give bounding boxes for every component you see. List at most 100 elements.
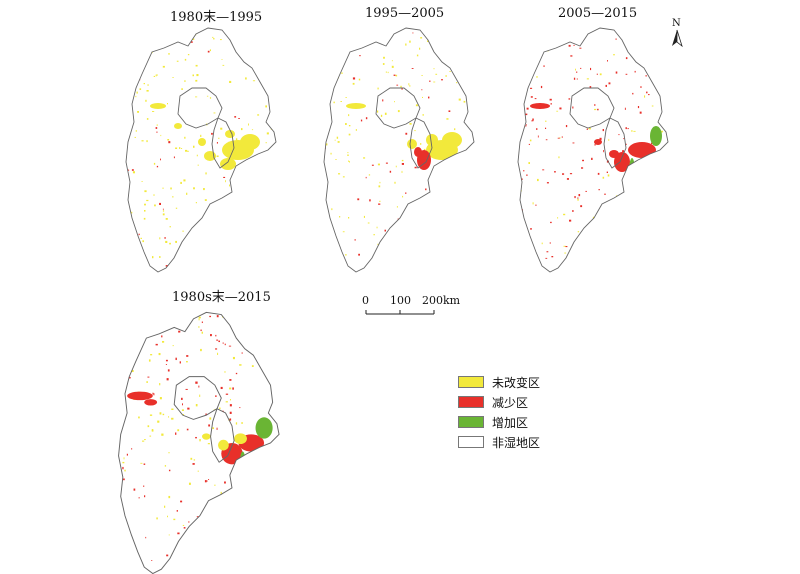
wetland-speckle — [185, 149, 188, 152]
wetland-speckle — [595, 234, 598, 237]
wetland-speckle — [373, 234, 375, 236]
wetland-speckle — [218, 340, 220, 343]
wetland-speckle — [352, 82, 355, 85]
wetland-speckle — [239, 213, 241, 216]
wetland-speckle — [333, 56, 336, 58]
wetland-speckle — [162, 413, 165, 416]
wetland-speckle — [625, 73, 628, 75]
wetland-speckle — [640, 251, 643, 253]
wetland-speckle — [558, 156, 560, 159]
wetland-speckle — [377, 163, 380, 166]
wetland-speckle — [654, 51, 657, 54]
wetland-speckle — [456, 52, 458, 55]
wetland-speckle — [239, 407, 241, 409]
wetland-speckle — [210, 506, 212, 508]
wetland-speckle — [168, 469, 171, 472]
wetland-speckle — [518, 53, 521, 55]
wetland-speckle — [231, 39, 234, 41]
wetland-speckle — [650, 217, 653, 219]
wetland-speckle — [128, 46, 131, 48]
wetland-speckle — [271, 232, 274, 234]
wetland-speckle — [471, 228, 472, 231]
wetland-speckle — [249, 549, 252, 552]
wetland-speckle — [524, 49, 527, 51]
wetland-speckle — [561, 136, 563, 138]
wetland-speckle — [580, 205, 583, 208]
wetland-speckle — [153, 162, 156, 165]
wetland-speckle — [584, 246, 586, 248]
wetland-speckle — [528, 143, 530, 145]
wetland-speckle — [195, 96, 198, 98]
wetland-speckle — [530, 228, 532, 230]
wetland-speckle — [408, 83, 410, 86]
wetland-speckle — [216, 427, 218, 430]
wetland-speckle — [606, 171, 608, 173]
wetland-speckle — [134, 136, 136, 138]
wetland-speckle — [656, 228, 658, 230]
wetland-speckle — [215, 528, 217, 531]
wetland-speckle — [589, 268, 592, 271]
wetland-patch — [144, 399, 158, 406]
wetland-speckle — [563, 37, 566, 39]
wetland-speckle — [251, 129, 254, 131]
wetland-speckle — [525, 235, 527, 237]
wetland-speckle — [527, 243, 530, 245]
legend-item-unchanged: 未改变区 — [458, 372, 540, 392]
wetland-speckle — [420, 197, 422, 200]
wetland-speckle — [258, 71, 260, 73]
wetland-speckle — [416, 54, 419, 57]
wetland-speckle — [201, 321, 203, 324]
wetland-speckle — [577, 231, 580, 233]
wetland-speckle — [167, 369, 170, 372]
wetland-speckle — [234, 116, 237, 118]
wetland-speckle — [229, 80, 232, 83]
wetland-speckle — [461, 168, 463, 170]
wetland-speckle — [579, 47, 582, 49]
wetland-speckle — [156, 517, 158, 520]
wetland-speckle — [348, 133, 351, 136]
wetland-speckle — [559, 107, 562, 110]
wetland-speckle — [166, 378, 169, 381]
wetland-speckle — [238, 118, 240, 119]
wetland-speckle — [521, 215, 523, 218]
wetland-speckle — [212, 427, 215, 430]
wetland-speckle — [434, 178, 436, 180]
wetland-speckle — [181, 409, 184, 411]
wetland-speckle — [638, 262, 640, 265]
wetland-speckle — [229, 379, 232, 381]
wetland-patch — [202, 433, 211, 440]
wetland-speckle — [651, 105, 654, 107]
wetland-speckle — [341, 72, 343, 74]
wetland-speckle — [138, 496, 140, 499]
wetland-speckle — [133, 229, 135, 231]
wetland-speckle — [128, 376, 131, 379]
wetland-speckle — [619, 247, 621, 250]
wetland-speckle — [183, 179, 186, 182]
wetland-speckle — [176, 60, 179, 62]
wetland-speckle — [213, 112, 216, 114]
wetland-speckle — [146, 381, 148, 383]
wetland-speckle — [197, 543, 199, 546]
wetland-speckle — [155, 74, 158, 76]
wetland-speckle — [570, 55, 573, 57]
wetland-speckle — [365, 176, 367, 179]
wetland-speckle — [532, 118, 534, 121]
wetland-speckle — [349, 161, 350, 163]
wetland-speckle — [430, 196, 433, 199]
wetland-speckle — [235, 470, 237, 473]
wetland-speckle — [442, 188, 444, 190]
wetland-speckle — [149, 414, 153, 416]
wetland-speckle — [530, 87, 533, 89]
wetland-speckle — [146, 199, 149, 202]
wetland-speckle — [458, 98, 461, 101]
wetland-speckle — [608, 138, 610, 141]
wetland-speckle — [577, 199, 579, 201]
wetland-speckle — [217, 352, 219, 356]
wetland-speckle — [554, 171, 556, 173]
wetland-speckle — [197, 470, 199, 472]
wetland-speckle — [163, 32, 166, 34]
wetland-speckle — [424, 242, 426, 244]
wetland-speckle — [427, 40, 429, 42]
wetland-speckle — [243, 343, 247, 345]
wetland-speckle — [151, 429, 154, 431]
